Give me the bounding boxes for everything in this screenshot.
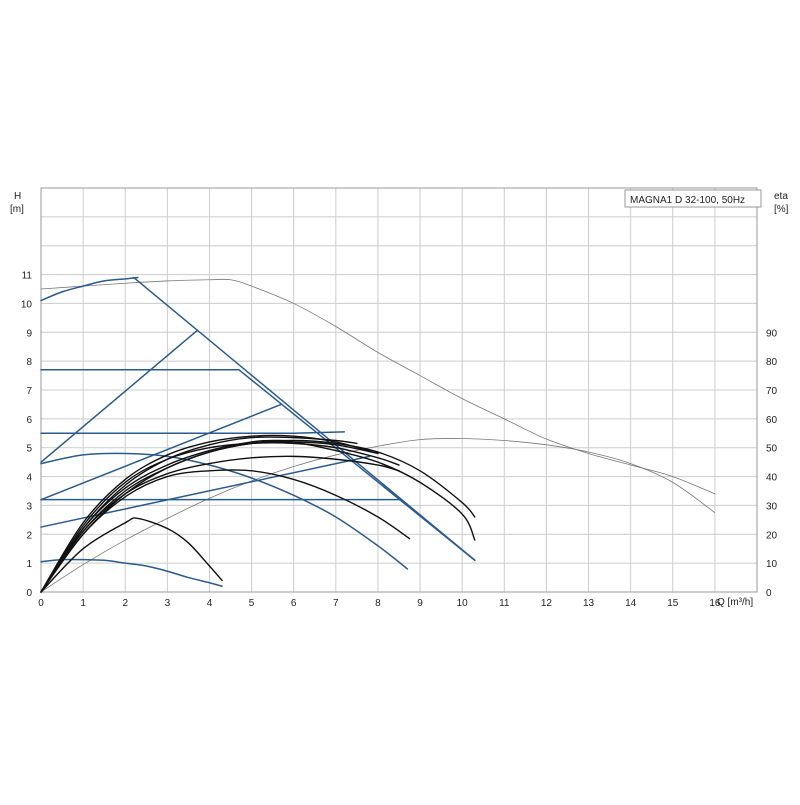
- y-right-label-line2: [%]: [774, 204, 789, 215]
- grid-layer: [40, 187, 758, 593]
- y-left-tick-label: 4: [26, 473, 32, 484]
- x-axis-label: Q [m³/h]: [717, 597, 753, 608]
- y-right-tick-label: 60: [766, 415, 778, 426]
- y-right-tick-label: 10: [766, 559, 778, 570]
- x-tick-label: 12: [541, 598, 553, 609]
- control-curve: [40, 276, 139, 302]
- x-tick-label: 2: [122, 598, 128, 609]
- control-curve: [40, 330, 198, 463]
- y-right-tick-label: 30: [766, 501, 778, 512]
- y-right-tick-label: 90: [766, 328, 778, 339]
- y-left-tick-label: 3: [26, 501, 32, 512]
- control-curve: [40, 369, 476, 562]
- x-tick-label: 7: [333, 598, 339, 609]
- y-left-label-line1: H: [14, 191, 21, 202]
- y-right-tick-label: 0: [766, 588, 772, 599]
- gray-curve: [40, 278, 716, 495]
- chart-title: MAGNA1 D 32-100, 50Hz: [630, 195, 745, 206]
- y-left-tick-label: 0: [26, 588, 32, 599]
- control-curve: [40, 403, 282, 501]
- y-left-tick-label: 5: [26, 444, 32, 455]
- series-layer: [40, 276, 716, 593]
- x-tick-label: 6: [291, 598, 297, 609]
- x-tick-label: 15: [667, 598, 679, 609]
- control-curve: [40, 558, 223, 587]
- control-curve: [40, 455, 371, 528]
- y-left-tick-label: 11: [22, 271, 33, 282]
- y-left-tick-label: 6: [26, 415, 32, 426]
- x-tick-label: 0: [38, 598, 44, 609]
- plot-border: [40, 187, 758, 593]
- y-right-tick-label: 40: [766, 473, 778, 484]
- y-right-label-line1: eta: [774, 191, 788, 202]
- x-tick-label: 4: [207, 598, 213, 609]
- x-tick-label: 16: [709, 598, 721, 609]
- y-left-tick-label: 10: [21, 299, 33, 310]
- control-curve: [40, 452, 409, 570]
- x-tick-label: 9: [417, 598, 423, 609]
- y-right-tick-label: 20: [766, 530, 778, 541]
- efficiency-curve: [40, 517, 223, 593]
- x-tick-label: 14: [625, 598, 637, 609]
- y-left-tick-label: 2: [26, 530, 32, 541]
- y-right-tick-label: 70: [766, 386, 778, 397]
- x-tick-label: 10: [457, 598, 469, 609]
- efficiency-curve: [40, 441, 379, 593]
- y-left-tick-label: 9: [26, 328, 32, 339]
- efficiency-curve: [40, 436, 358, 593]
- y-right-tick-label: 50: [766, 444, 778, 455]
- x-tick-label: 1: [80, 598, 86, 609]
- y-left-tick-label: 7: [26, 386, 32, 397]
- y-left-tick-label: 1: [26, 559, 32, 570]
- axis-layer: 0 1 2 3 4 5 6 7 8 9 10 11 12 13 14 15 160123456789101101…: [21, 271, 778, 609]
- x-tick-label: 8: [375, 598, 381, 609]
- chart-title-box: [624, 189, 762, 208]
- gray-curve: [40, 438, 716, 593]
- control-curve: [40, 431, 345, 435]
- x-tick-label: 13: [583, 598, 595, 609]
- efficiency-curve: [40, 442, 400, 593]
- control-curve: [132, 276, 476, 562]
- x-tick-label: 3: [165, 598, 171, 609]
- y-left-label-line2: [m]: [10, 204, 24, 215]
- y-right-tick-label: 80: [766, 357, 778, 368]
- y-left-tick-label: 8: [26, 357, 32, 368]
- x-tick-label: 11: [499, 598, 510, 609]
- x-tick-label: 5: [249, 598, 255, 609]
